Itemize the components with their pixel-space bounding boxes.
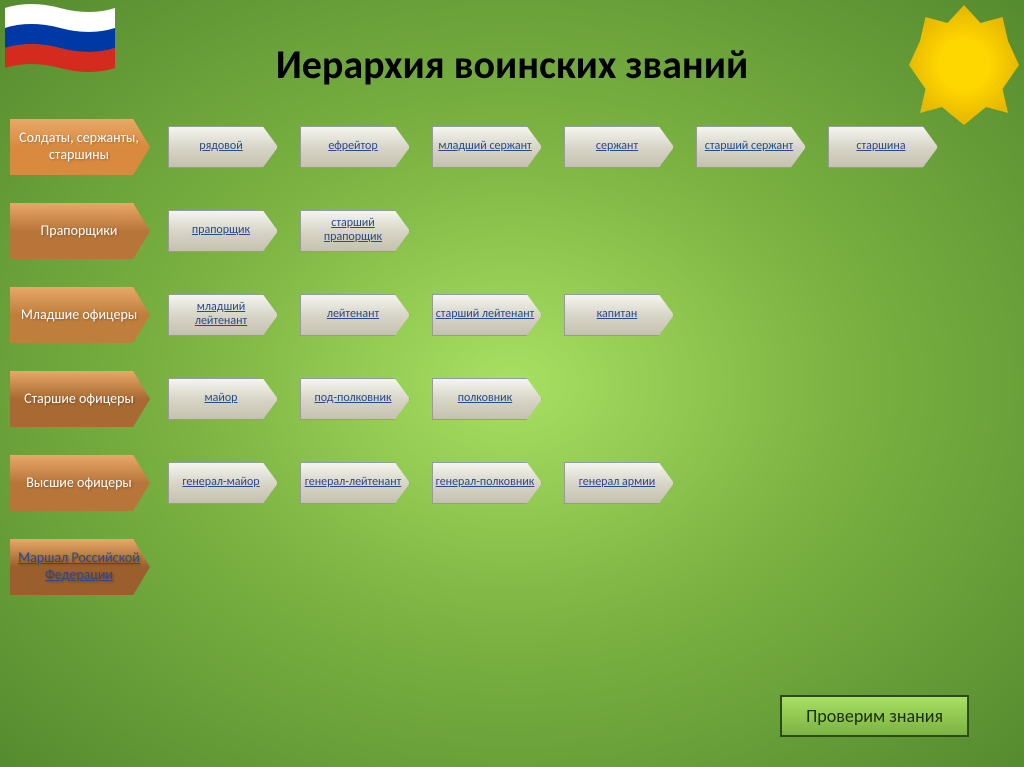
rank-label: полковник <box>458 392 512 406</box>
check-knowledge-button[interactable]: Проверим знания <box>780 695 969 737</box>
rank-label: младший сержант <box>438 140 531 154</box>
category-label: Младшие офицеры <box>21 307 137 324</box>
rank-chevron[interactable]: сержант <box>564 126 674 168</box>
category-label: Прапорщики <box>41 223 118 240</box>
rank-chevron[interactable]: младший лейтенант <box>168 294 278 336</box>
rank-label: младший лейтенант <box>170 301 272 329</box>
rank-chevron[interactable]: под-полковник <box>300 378 410 420</box>
category-chevron: Солдаты, сержанты, старшины <box>10 119 150 175</box>
rank-chevron[interactable]: генерал-майор <box>168 462 278 504</box>
hierarchy-row: Прапорщики прапорщик старший прапорщик <box>10 203 1024 259</box>
rank-label: генерал-лейтенант <box>305 476 402 490</box>
category-label: Старшие офицеры <box>24 391 134 408</box>
rank-label: майор <box>205 392 238 406</box>
rank-label: генерал армии <box>579 476 655 490</box>
rank-label: старший прапорщик <box>302 217 404 245</box>
rank-chevron[interactable]: прапорщик <box>168 210 278 252</box>
rank-chevron[interactable]: младший сержант <box>432 126 542 168</box>
hierarchy-row: Старшие офицеры майор под-полковник полковн… <box>10 371 1024 427</box>
rank-label: ефрейтор <box>328 140 377 154</box>
rank-label: прапорщик <box>192 224 250 238</box>
hierarchy-row: Маршал Российской Федерации <box>10 539 1024 595</box>
rank-label: старшина <box>856 140 905 154</box>
rank-chevron[interactable]: старший прапорщик <box>300 210 410 252</box>
hierarchy-chart: Солдаты, сержанты, старшины рядовой ефрейт… <box>0 119 1024 595</box>
category-chevron: Старшие офицеры <box>10 371 150 427</box>
category-label: Маршал Российской Федерации <box>14 550 144 584</box>
rank-label: старший лейтенант <box>436 308 535 322</box>
coat-of-arms-icon <box>909 5 1019 125</box>
rank-chevron[interactable]: старший сержант <box>696 126 806 168</box>
rank-chevron[interactable]: генерал-полковник <box>432 462 542 504</box>
rank-label: генерал-майор <box>182 476 259 490</box>
page-title: Иерархия воинских званий <box>0 0 1024 119</box>
hierarchy-row: Младшие офицеры младший лейтенант лейтенан… <box>10 287 1024 343</box>
rank-chevron[interactable]: старшина <box>828 126 938 168</box>
rank-label: под-полковник <box>314 392 391 406</box>
rank-chevron[interactable]: генерал армии <box>564 462 674 504</box>
rank-chevron[interactable]: майор <box>168 378 278 420</box>
rank-label: генерал-полковник <box>436 476 535 490</box>
category-chevron: Высшие офицеры <box>10 455 150 511</box>
category-chevron[interactable]: Маршал Российской Федерации <box>10 539 150 595</box>
hierarchy-row: Высшие офицеры генерал-майор генерал-лейте… <box>10 455 1024 511</box>
category-label: Солдаты, сержанты, старшины <box>14 130 144 164</box>
category-label: Высшие офицеры <box>26 475 132 492</box>
rank-label: капитан <box>597 308 638 322</box>
rank-chevron[interactable]: рядовой <box>168 126 278 168</box>
rank-label: сержант <box>596 140 638 154</box>
rank-chevron[interactable]: лейтенант <box>300 294 410 336</box>
category-chevron: Прапорщики <box>10 203 150 259</box>
category-chevron: Младшие офицеры <box>10 287 150 343</box>
russian-flag-icon <box>0 0 120 80</box>
rank-label: лейтенант <box>327 308 379 322</box>
hierarchy-row: Солдаты, сержанты, старшины рядовой ефрейт… <box>10 119 1024 175</box>
rank-chevron[interactable]: полковник <box>432 378 542 420</box>
rank-chevron[interactable]: капитан <box>564 294 674 336</box>
rank-label: рядовой <box>199 140 242 154</box>
rank-chevron[interactable]: генерал-лейтенант <box>300 462 410 504</box>
rank-label: старший сержант <box>705 140 793 154</box>
rank-chevron[interactable]: ефрейтор <box>300 126 410 168</box>
rank-chevron[interactable]: старший лейтенант <box>432 294 542 336</box>
